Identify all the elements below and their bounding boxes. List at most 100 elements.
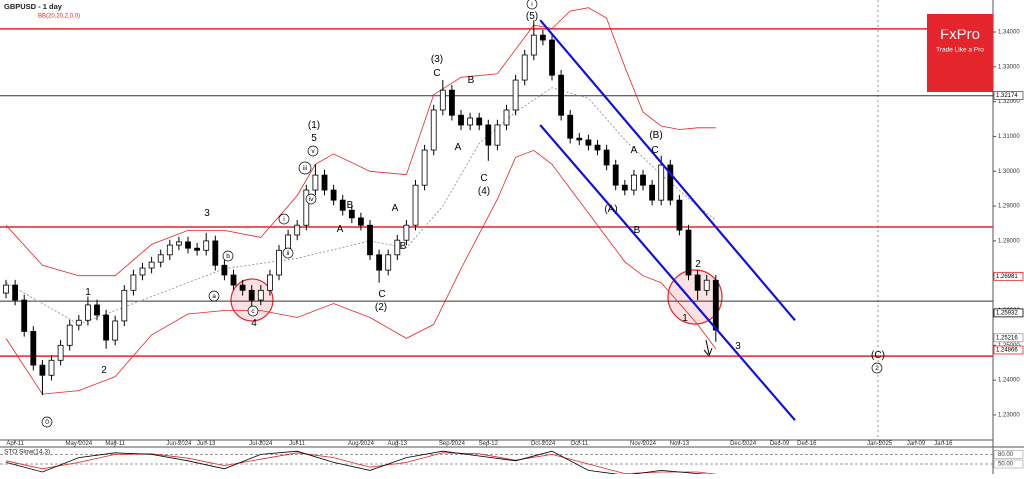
x-tick-label: Apr-11 bbox=[6, 441, 24, 447]
candle-body bbox=[476, 117, 483, 126]
x-tick-label: Jan-2025 bbox=[867, 441, 893, 447]
candle-body bbox=[358, 217, 364, 226]
x-tick-label: May-2024 bbox=[65, 441, 92, 447]
candle-body bbox=[12, 284, 19, 301]
candle-body bbox=[312, 174, 319, 191]
wave-label: 1 bbox=[85, 287, 91, 298]
candle-body bbox=[239, 284, 246, 291]
candle-body bbox=[139, 267, 146, 276]
stoch-tick-box bbox=[993, 450, 1024, 459]
candle-body bbox=[321, 174, 328, 191]
wave-circle bbox=[307, 145, 319, 157]
candle-body bbox=[612, 164, 619, 186]
wave-label: A bbox=[392, 203, 399, 214]
wave-label: A bbox=[455, 142, 462, 153]
candle-body bbox=[458, 114, 464, 126]
candle-body bbox=[176, 241, 182, 246]
candle-body bbox=[148, 261, 155, 269]
candle-body bbox=[48, 359, 55, 376]
wave-circle bbox=[247, 305, 259, 317]
stoch-d-line bbox=[5, 452, 716, 475]
wave-label: (B) bbox=[649, 130, 662, 141]
candle-body bbox=[348, 209, 355, 219]
candle-body bbox=[585, 139, 592, 146]
candle-body bbox=[303, 189, 310, 226]
x-tick-label: Nov-2024 bbox=[630, 441, 657, 447]
candle-body bbox=[57, 344, 64, 361]
stoch-tick-label: 80.00 bbox=[998, 452, 1014, 458]
x-tick-label: Jan-16 bbox=[934, 441, 953, 447]
candle-body bbox=[130, 274, 137, 291]
logo: FxPro Trade Like a Pro bbox=[927, 14, 993, 92]
x-tick-label: May-11 bbox=[105, 441, 125, 447]
x-tick-label: Jul-2024 bbox=[249, 441, 273, 447]
logo-box bbox=[927, 14, 993, 92]
candle-body bbox=[221, 264, 228, 276]
price-tag bbox=[993, 271, 1024, 281]
candle-body bbox=[203, 240, 210, 251]
candle-body bbox=[430, 109, 437, 151]
candle-body bbox=[421, 149, 428, 186]
candle-body bbox=[621, 184, 628, 191]
price-tag-label: 1.25932 bbox=[996, 310, 1018, 316]
wave-circle bbox=[208, 290, 220, 302]
x-tick-label: Jul-11 bbox=[289, 441, 306, 447]
wave-label: c bbox=[251, 308, 255, 315]
candle-body bbox=[649, 184, 656, 201]
x-tick-label: Oct-2024 bbox=[531, 441, 556, 447]
x-tick-label: Jun-13 bbox=[197, 441, 216, 447]
x-tick-label: Dec-09 bbox=[770, 441, 790, 447]
wave-label: b bbox=[226, 253, 230, 260]
candle-body bbox=[166, 244, 173, 256]
wave-label: 0 bbox=[45, 419, 49, 426]
candle-body bbox=[694, 274, 701, 291]
candle-body bbox=[594, 144, 601, 151]
candle-body bbox=[439, 89, 446, 111]
wave-label: 2 bbox=[875, 365, 879, 372]
x-tick-label: Jan-09 bbox=[907, 441, 926, 447]
wave-circle bbox=[282, 247, 294, 259]
x-tick-label: Dec-2024 bbox=[730, 441, 757, 447]
candle-body bbox=[503, 109, 510, 126]
candle-body bbox=[403, 224, 410, 241]
candle-body bbox=[94, 304, 100, 316]
stoch-tick-box bbox=[993, 459, 1024, 469]
wave-circle bbox=[41, 416, 53, 428]
candle-body bbox=[339, 199, 346, 211]
price-tag-label: 1.26981 bbox=[996, 274, 1018, 280]
wave-label: ii bbox=[287, 250, 290, 257]
candle-body bbox=[703, 279, 710, 291]
candle-body bbox=[485, 124, 492, 146]
candle-body bbox=[576, 137, 583, 141]
candle-body bbox=[676, 199, 683, 231]
candle-body bbox=[494, 124, 501, 146]
wave-label: (C) bbox=[871, 350, 885, 361]
candle-body bbox=[85, 304, 91, 321]
price-tag bbox=[993, 91, 1024, 100]
candle-body bbox=[103, 314, 110, 341]
wave-label: A bbox=[631, 145, 638, 156]
candle-body bbox=[212, 240, 219, 266]
wave-label: 4 bbox=[251, 318, 257, 329]
x-tick-label: Sep-12 bbox=[479, 441, 499, 447]
wave-label: C bbox=[480, 173, 487, 184]
y-tick-label: 1.28000 bbox=[998, 238, 1020, 244]
y-tick-label: 1.30000 bbox=[998, 169, 1020, 175]
candle-body bbox=[667, 164, 674, 201]
channel-line bbox=[539, 124, 796, 421]
candle-body bbox=[567, 114, 574, 139]
x-tick-label: Nov-13 bbox=[670, 441, 690, 447]
wave-label: A bbox=[337, 224, 344, 235]
x-tick-label: Jun-2024 bbox=[166, 441, 192, 447]
candle-body bbox=[512, 79, 519, 111]
x-tick-label: Oct-11 bbox=[571, 441, 589, 447]
candle-body bbox=[530, 34, 537, 56]
wave-circle bbox=[871, 362, 883, 374]
candles bbox=[3, 20, 719, 396]
wave-label: 1 bbox=[682, 313, 688, 324]
candle-body bbox=[603, 149, 610, 166]
price-tag bbox=[993, 333, 1024, 343]
wave-label: C bbox=[378, 289, 385, 300]
wave-label: v bbox=[311, 148, 315, 155]
candle-body bbox=[631, 174, 637, 191]
